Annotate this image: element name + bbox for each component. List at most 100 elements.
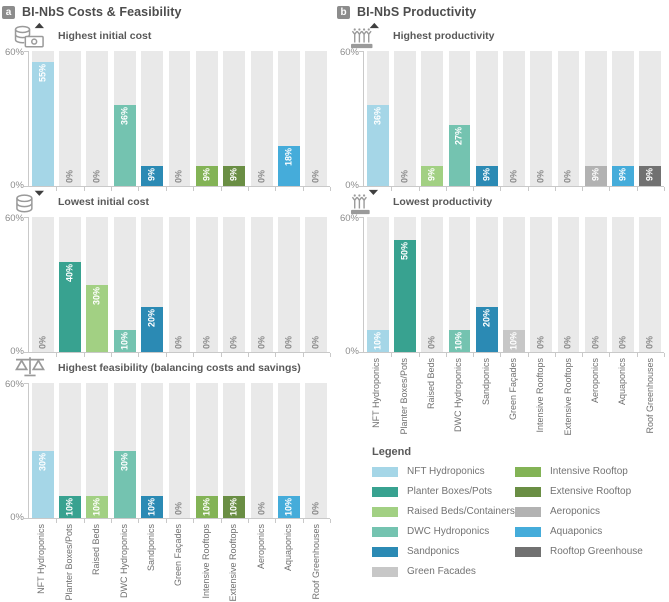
bar-background [141,383,164,518]
x-axis-tick [330,519,331,523]
bar-slot-dwc-hydroponics: 27% [446,51,473,186]
bar-planter-boxes-pots [59,495,81,518]
legend-label: Sandponics [407,546,460,557]
x-axis-tick [56,187,58,191]
x-label-slot: Planter Boxes/Pots [390,358,417,435]
bar-slot-sandponics: 10% [138,383,165,518]
legend-label: Planter Boxes/Pots [407,486,493,497]
x-label-planter-boxes-pots: Planter Boxes/Pots [63,524,74,601]
bar-slot-aquaponics: 9% [609,51,636,186]
bar-value-label: 0% [310,169,321,183]
bar-background [448,217,471,352]
bar-value-label: 27% [453,127,464,146]
bar-value-label: 0% [535,335,546,349]
x-axis-tick [138,353,140,357]
bar-slot-raised-beds: 0% [419,217,446,352]
bar-planter-boxes-pots [59,262,81,352]
bar-value-label: 0% [256,501,267,515]
x-axis-tick [165,187,167,191]
bar-nft-hydroponics [366,105,389,186]
bar-intensive-rooftops [195,165,218,186]
bar-background [141,51,164,186]
x-label-intensive-rooftops: Intensive Rooftops [535,358,546,433]
bar-background [475,51,498,186]
bar-background [168,383,191,518]
bar-slot-green-fa-ades: 0% [500,51,527,186]
panel-header: a BI-NbS Costs & Feasibility [0,0,335,21]
x-axis-tick [302,353,304,357]
bar-background [195,383,218,518]
bar-slot-green-fa-ades: 10% [500,217,527,352]
bar-value-label: 9% [201,167,212,181]
x-label-slot: Aeroponics [248,524,275,596]
bar-slot-planter-boxes-pots: 0% [56,51,83,186]
bar-slot-aquaponics: 0% [275,217,302,352]
bar-dwc-hydroponics [113,329,136,352]
bar-background [366,217,389,352]
bar-value-label: 9% [644,167,655,181]
x-label-sandponics: Sandponics [146,524,157,572]
x-label-slot: DWC Hydroponics [110,524,137,598]
bar-value-label: 30% [37,452,48,471]
bar-background [86,51,109,186]
bar-value-label: 40% [64,264,75,283]
x-label-slot: Raised Beds [83,524,110,596]
bar-value-label: 55% [37,64,48,83]
chart-header-highest-feasibility-balancing-costs-and-savings: Highest feasibility (balancing costs and… [0,353,335,383]
x-label-slot: Aeroponics [582,358,609,430]
y-tick-label-min: 0% [10,346,24,357]
x-label-nft-hydroponics: NFT Hydroponics [36,524,47,594]
bar-value-label: 0% [256,335,267,349]
plot-area-highest-productivity: 36% 0% 9% 27% 9% 0% 0% 0% 9% 9% 9% [359,51,665,191]
x-axis-tick [582,353,584,357]
y-tick-label-min: 0% [345,180,359,191]
x-axis-tick [56,353,58,357]
plot-area-highest-initial-cost: 55% 0% 0% 36% 9% 0% 9% 9% 0% 18% 0% [24,51,331,191]
bar-sandponics [141,495,164,518]
bar-aquaponics [277,495,300,518]
bar-background [612,217,634,352]
bar-background [584,217,607,352]
bar-dwc-hydroponics [113,450,136,518]
bar-dwc-hydroponics [113,105,136,186]
legend-swatch [372,506,398,517]
bar-dwc-hydroponics [448,125,471,186]
bar-value-label: 0% [535,169,546,183]
x-axis-tick [330,353,331,357]
legend-swatch [515,506,541,517]
legend-swatch [515,546,541,557]
legend-column: Intensive Rooftop Extensive Rooftop Aeropo… [515,466,643,577]
x-axis-tick [391,353,393,357]
bar-value-label: 9% [590,167,601,181]
x-label-slot: Planter Boxes/Pots [55,524,82,601]
bar-background [223,217,246,352]
bar-background [250,51,273,186]
bar-background [503,217,525,352]
y-tick-label-min: 0% [10,512,24,523]
x-label-planter-boxes-pots: Planter Boxes/Pots [398,358,409,435]
bar-value-label: 0% [310,501,321,515]
x-axis-tick [473,187,475,191]
bar-value-label: 30% [91,286,102,305]
x-label-slot: Roof Greenhouses [637,358,664,434]
bar-background [639,217,662,352]
bar-nft-hydroponics [366,329,389,352]
bar-slot-planter-boxes-pots: 40% [56,217,83,352]
x-label-roof-greenhouses: Roof Greenhouses [310,524,321,600]
x-axis-tick [247,353,249,357]
legend-item-aeroponics: Aeroponics [515,506,643,517]
bar-value-label: 0% [201,335,212,349]
x-label-raised-beds: Raised Beds [91,524,102,576]
x-axis-tick [275,519,277,523]
x-axis-tick [418,187,420,191]
legend-item-intensive-rooftop: Intensive Rooftop [515,466,643,477]
x-label-aquaponics: Aquaponics [283,524,294,572]
bar-background [530,217,553,352]
x-axis-tick [391,187,393,191]
x-label-slot: Green Façades [165,524,192,596]
x-axis-tick [220,187,222,191]
bar-value-label: 10% [91,497,102,516]
x-label-dwc-hydroponics: DWC Hydroponics [453,358,464,433]
x-axis-tick [636,353,638,357]
y-tick-label-max: 60% [339,213,359,224]
